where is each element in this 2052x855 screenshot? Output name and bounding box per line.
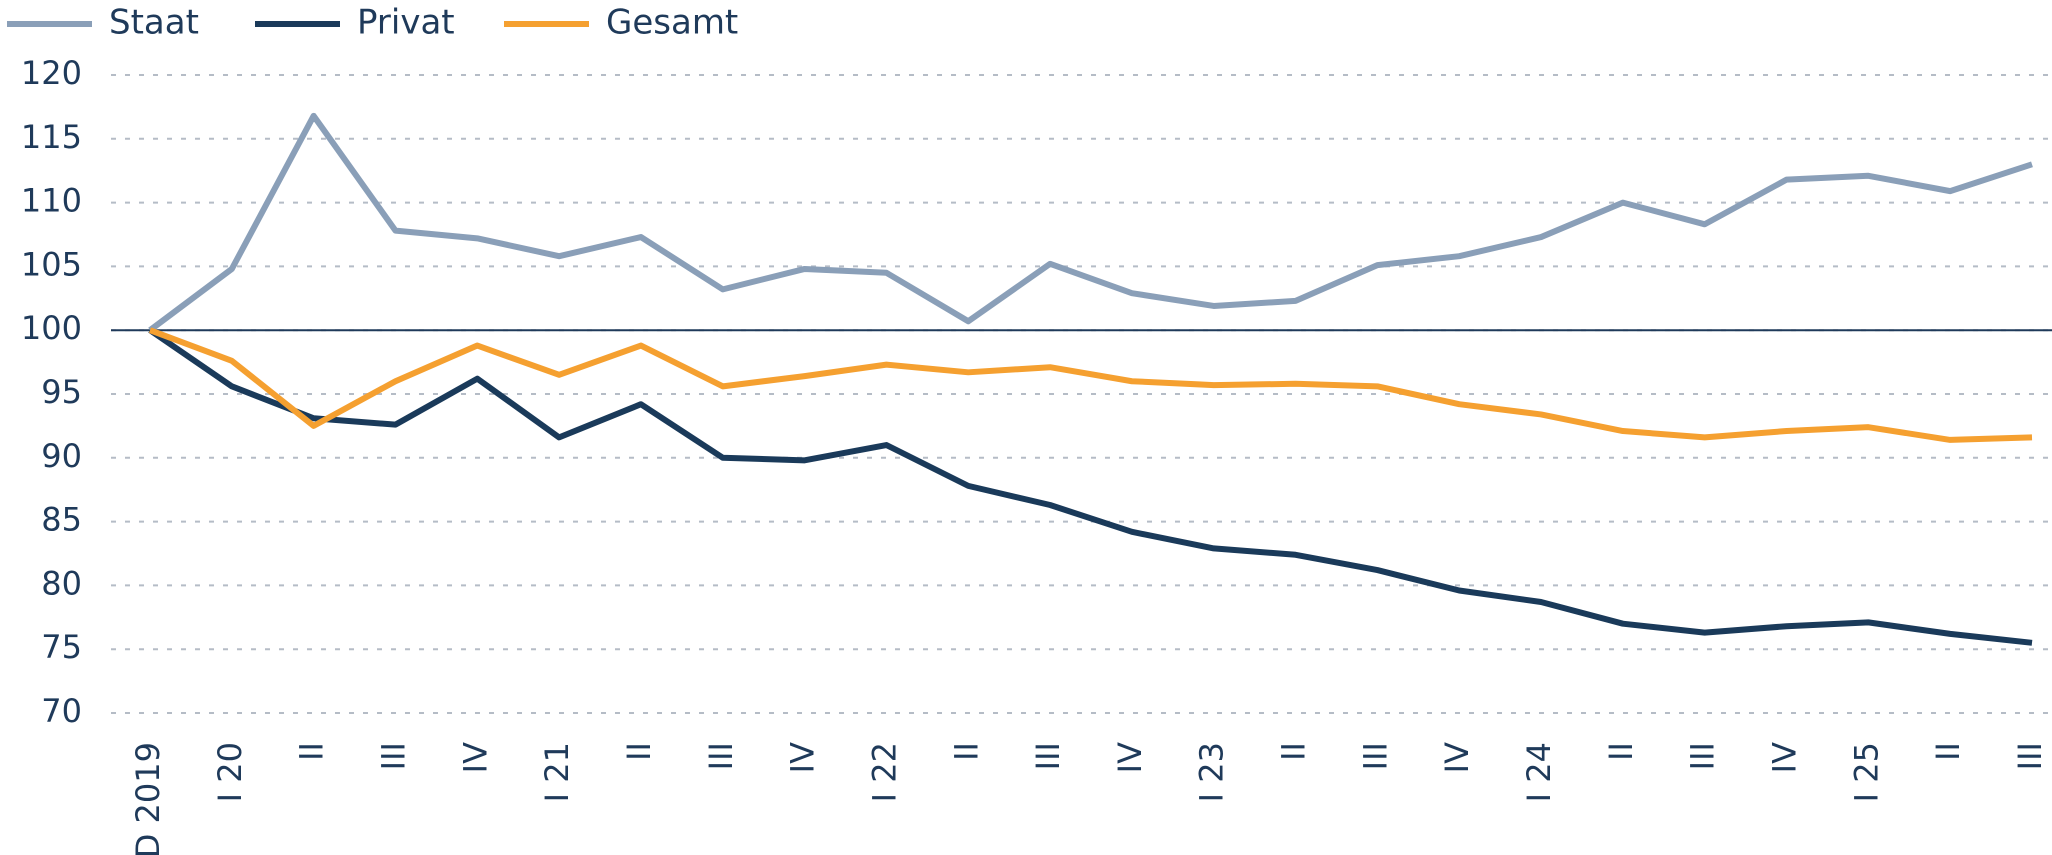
x-tick-label: II: [947, 742, 985, 761]
x-tick-label: IV: [1111, 742, 1149, 773]
x-tick-label: III: [1684, 742, 1722, 770]
y-tick-label: 110: [21, 182, 82, 220]
y-tick-label: 105: [21, 245, 82, 283]
y-tick-label: 85: [41, 501, 82, 539]
series-line: [148, 327, 2033, 443]
y-tick-label: 70: [41, 692, 82, 730]
y-tick-label: 95: [41, 373, 82, 411]
x-tick-label: I 25: [1847, 742, 1885, 802]
x-tick-label: I 21: [538, 742, 576, 802]
x-tick-label: III: [702, 742, 740, 770]
x-tick-label: IV: [1766, 742, 1804, 773]
y-tick-label: 75: [41, 628, 82, 666]
x-tick-label: IV: [456, 742, 494, 773]
x-tick-label: I 24: [1520, 742, 1558, 802]
legend-label: Staat: [109, 3, 199, 43]
x-tick-label: II: [1275, 742, 1313, 761]
legend-label: Privat: [357, 3, 455, 43]
x-tick-label: III: [2011, 742, 2049, 770]
x-tick-label: II: [620, 742, 658, 761]
x-tick-label: I 23: [1193, 742, 1231, 802]
x-tick-label: I 22: [865, 742, 903, 802]
x-tick-label: JD 2019: [129, 742, 167, 855]
y-tick-label: 90: [41, 437, 82, 475]
x-tick-label: II: [1602, 742, 1640, 761]
x-tick-label: IV: [784, 742, 822, 773]
x-tick-label: III: [1029, 742, 1067, 770]
y-tick-label: 80: [41, 564, 82, 602]
x-tick-label: IV: [1438, 742, 1476, 773]
x-tick-label: III: [374, 742, 412, 770]
x-tick-label: II: [293, 742, 331, 761]
y-tick-label: 120: [21, 54, 82, 92]
series-line: [148, 112, 2033, 333]
y-tick-label: 115: [21, 118, 82, 156]
series-line: [148, 327, 2033, 646]
x-tick-label: III: [1356, 742, 1394, 770]
legend-label: Gesamt: [606, 3, 738, 43]
x-tick-label: I 20: [211, 742, 249, 802]
x-tick-label: II: [1929, 742, 1967, 761]
y-tick-label: 100: [21, 309, 82, 347]
